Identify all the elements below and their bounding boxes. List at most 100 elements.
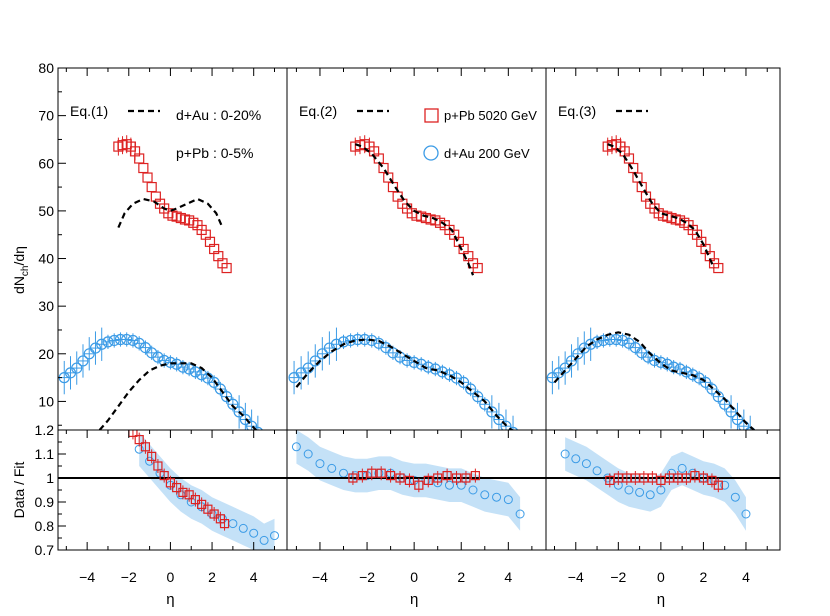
y-tick-label-top: 10 <box>38 393 54 409</box>
dau-fit-line <box>295 338 514 430</box>
ppb-ratio-point <box>165 478 176 488</box>
dau-point <box>572 348 584 360</box>
y-tick-label-bottom: 1.2 <box>35 422 55 438</box>
y-tick-label-top: 80 <box>38 60 54 76</box>
dau-fit-line <box>553 331 756 430</box>
dau-ratio-point <box>741 509 751 519</box>
dau-ratio-point <box>249 528 259 538</box>
dau-point <box>177 361 189 373</box>
dau-ratio-point <box>624 485 634 495</box>
dau-point <box>674 363 686 375</box>
dau-point <box>486 406 498 418</box>
dau-point <box>565 355 578 367</box>
ppb-ratio-point <box>159 471 169 481</box>
dau-point <box>472 391 484 403</box>
dau-point <box>77 355 89 367</box>
panel-1: −4 −2 0 2 4 η Eq.(1) <box>57 67 288 608</box>
dau-ratio-point <box>238 523 248 533</box>
dau-ratio-point <box>468 485 478 495</box>
dau-ratio-point <box>592 466 602 476</box>
x-axis-label: η <box>166 591 174 608</box>
y-tick-label-bottom: 1 <box>46 470 54 486</box>
dau-point <box>699 376 712 388</box>
dau-point <box>479 398 491 410</box>
dau-point <box>252 426 263 430</box>
x-tick-label: 0 <box>410 569 418 585</box>
ppb-ratio-point <box>713 480 723 490</box>
fit-equation-label: Eq.(2) <box>299 103 337 119</box>
dau-point <box>366 334 378 347</box>
dau-ratio-point <box>456 480 466 490</box>
x-axis-label: η <box>657 591 665 608</box>
dau-point <box>83 348 95 360</box>
dau-point <box>208 376 220 388</box>
dau-point <box>507 426 519 430</box>
dau-point <box>443 369 456 381</box>
dau-ratio-point <box>581 459 591 469</box>
dau-ratio-band <box>139 432 275 550</box>
dau-ratio-point <box>409 475 419 485</box>
dau-ratio-point <box>315 459 325 469</box>
ppb-ratio-point <box>367 468 377 478</box>
y-tick-label-top: 70 <box>38 108 54 124</box>
legend-dau-marker <box>423 145 439 161</box>
legend-ppb-marker <box>424 108 439 123</box>
dau-point <box>246 420 258 430</box>
dau-point <box>655 356 667 368</box>
dau-ratio-point <box>444 480 454 490</box>
bottom-frame <box>545 429 781 551</box>
ppb-ratio-point <box>348 473 358 483</box>
ppb-ratio-point <box>386 471 396 481</box>
panels: −4 −2 0 2 4 η Eq.(1) −4 −2 0 2 4 η Eq.(2) −4 −2 0 2 4 η Eq.(… <box>35 60 781 608</box>
centrality-ppb: p+Pb : 0-5% <box>176 145 253 161</box>
dau-ratio-point <box>480 490 490 500</box>
top-plot-area-1 <box>58 135 263 430</box>
dau-point <box>610 333 622 346</box>
dau-ratio-point <box>635 487 645 497</box>
top-frame <box>545 67 781 431</box>
ppb-ratio-point <box>376 468 386 478</box>
dau-point <box>89 342 102 354</box>
dau-point <box>661 358 673 370</box>
dau-point <box>585 338 597 350</box>
dau-ratio-point <box>303 449 313 459</box>
dau-ratio-point <box>730 492 740 502</box>
ppb-ratio-point <box>357 471 367 481</box>
ppb-ratio-point <box>203 504 213 514</box>
ppb-ratio-point <box>442 471 452 481</box>
dau-point <box>214 383 226 395</box>
y-tick-label-top: 40 <box>38 251 54 267</box>
y-tick-label-top: 50 <box>38 203 54 219</box>
ppb-point <box>146 181 157 193</box>
dau-ratio-point <box>327 463 337 473</box>
ppb-ratio-point <box>178 487 188 497</box>
y-label-tail: /dη <box>11 246 27 265</box>
y-label-sub: ch <box>20 266 31 277</box>
dau-ratio-point <box>291 442 301 452</box>
ppb-ratio-point <box>147 451 157 461</box>
ppb-ratio-point <box>451 473 462 483</box>
ppb-point <box>221 262 232 274</box>
ppb-ratio-point <box>184 490 194 500</box>
y-axis-label-bottom: Data / Fit <box>11 461 27 518</box>
ppb-ratio-point <box>197 499 207 509</box>
ppb-ratio-point <box>707 475 717 485</box>
dau-ratio-point <box>145 456 155 466</box>
dau-point <box>183 363 195 375</box>
dau-point <box>687 369 699 381</box>
dau-ratio-point <box>571 454 581 464</box>
bottom-plot-area-3 <box>546 437 780 531</box>
dau-point <box>344 334 357 347</box>
y-axis-label-top: dNch/dη <box>11 246 31 294</box>
dau-point <box>127 334 139 347</box>
bottom-plot-area-1 <box>58 430 287 550</box>
y-tick-label-bottom: 0.7 <box>35 542 55 558</box>
legend-ppb-label: p+Pb 5020 GeV <box>444 108 537 123</box>
x-tick-label: −4 <box>79 569 95 585</box>
ppb-ratio-point <box>172 483 182 493</box>
ppb-point <box>138 162 149 174</box>
ppb-point <box>472 262 483 274</box>
ppb-ratio-point <box>153 461 163 471</box>
x-axis-label: η <box>410 591 418 608</box>
